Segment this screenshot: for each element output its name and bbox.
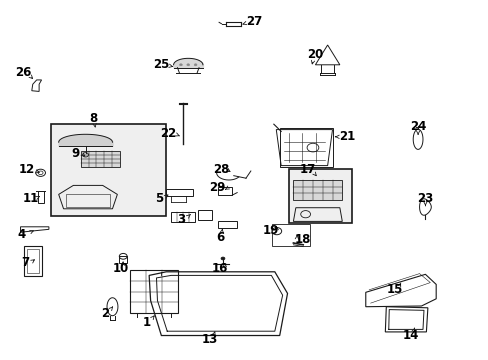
Circle shape — [194, 64, 197, 66]
Text: 16: 16 — [211, 262, 228, 275]
Text: 11: 11 — [22, 192, 39, 204]
Bar — [66, 194, 110, 207]
Text: 18: 18 — [294, 233, 311, 246]
Text: 25: 25 — [153, 58, 169, 71]
Bar — [38, 191, 43, 203]
Text: 3: 3 — [177, 213, 184, 226]
Text: 29: 29 — [209, 181, 225, 194]
Circle shape — [221, 257, 224, 260]
Text: 15: 15 — [386, 283, 403, 296]
Text: 28: 28 — [212, 163, 229, 176]
Bar — [293, 180, 342, 200]
Circle shape — [179, 64, 182, 66]
Bar — [129, 270, 178, 313]
Text: 17: 17 — [299, 163, 316, 176]
Text: 13: 13 — [202, 333, 218, 346]
Text: 20: 20 — [306, 48, 323, 61]
Text: 22: 22 — [160, 127, 177, 140]
Bar — [279, 128, 332, 167]
Bar — [119, 256, 127, 263]
Bar — [81, 151, 120, 167]
Text: 21: 21 — [338, 130, 355, 143]
Text: 6: 6 — [216, 231, 224, 244]
Text: 19: 19 — [262, 224, 278, 237]
Text: 14: 14 — [402, 329, 418, 342]
Text: 12: 12 — [19, 163, 35, 176]
Bar — [51, 124, 166, 216]
Bar — [198, 210, 211, 220]
Bar — [271, 224, 309, 246]
Text: 27: 27 — [245, 15, 262, 28]
Text: 2: 2 — [101, 307, 109, 320]
Text: 10: 10 — [113, 262, 129, 275]
Text: 1: 1 — [142, 316, 150, 329]
Bar — [217, 187, 232, 195]
Text: 23: 23 — [416, 192, 433, 204]
Text: 8: 8 — [89, 112, 97, 125]
Text: 7: 7 — [21, 256, 29, 269]
Bar — [288, 169, 351, 223]
Text: 24: 24 — [409, 120, 426, 132]
Text: 9: 9 — [72, 147, 80, 159]
Text: 26: 26 — [15, 66, 32, 78]
Circle shape — [186, 64, 189, 66]
Bar — [166, 189, 193, 196]
Text: 4: 4 — [18, 228, 26, 240]
Bar — [171, 212, 194, 222]
Text: 5: 5 — [155, 192, 163, 204]
